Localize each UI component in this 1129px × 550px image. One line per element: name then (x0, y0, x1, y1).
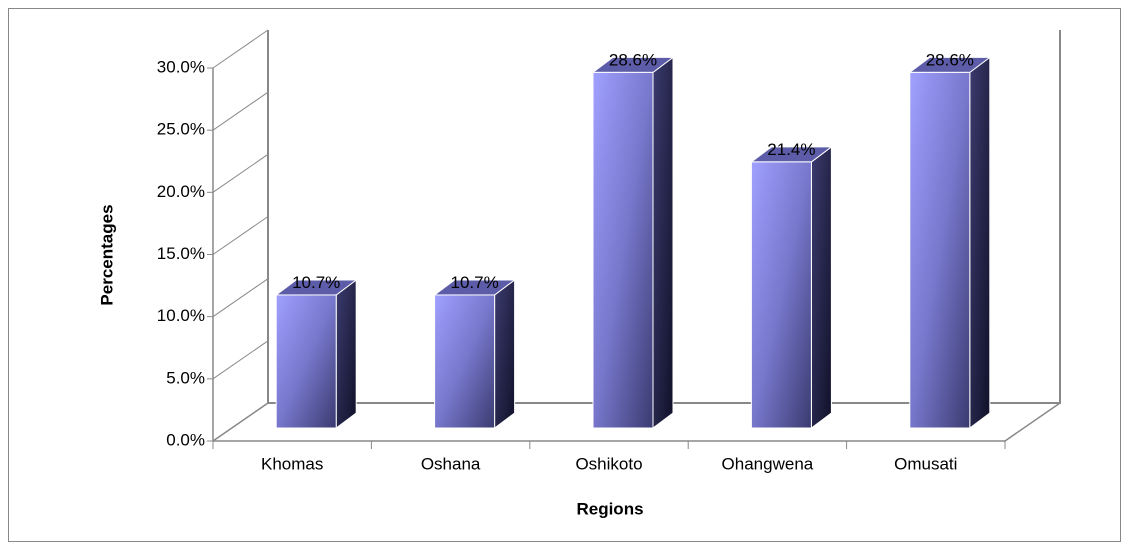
y-tick-label: 15.0% (157, 244, 205, 263)
bar-side (969, 56, 991, 429)
bar-side (810, 145, 832, 429)
bar (434, 294, 496, 429)
bar-side (652, 56, 674, 429)
bar (275, 294, 337, 429)
data-label: 28.6% (926, 50, 974, 69)
bar (592, 71, 654, 429)
y-tick-label: 25.0% (157, 120, 205, 139)
side-gridline (212, 216, 269, 255)
bar-side (335, 278, 357, 429)
x-tick-label: Ohangwena (722, 454, 814, 473)
side-gridline (212, 402, 269, 442)
data-label: 28.6% (609, 50, 657, 69)
y-axis-title: Percentages (97, 204, 116, 305)
x-tick-label: Oshana (421, 454, 481, 473)
side-gridline (212, 340, 269, 380)
x-axis-title: Regions (576, 499, 643, 518)
y-tick-label: 0.0% (166, 430, 205, 449)
y-tick-label: 5.0% (166, 368, 205, 387)
side-gridline (212, 278, 269, 318)
y-tick-label: 30.0% (157, 57, 205, 76)
bar (750, 161, 812, 429)
data-label: 10.7% (292, 273, 340, 292)
data-label: 10.7% (450, 273, 498, 292)
side-gridline (212, 153, 269, 193)
y-tick-label: 20.0% (157, 182, 205, 201)
bar (909, 71, 971, 429)
side-gridline (212, 29, 269, 69)
y-tick-label: 10.0% (157, 306, 205, 325)
x-tick-label: Omusati (894, 454, 957, 473)
bar-side (494, 278, 516, 429)
data-label: 21.4% (767, 140, 815, 159)
x-tick-label: Khomas (261, 454, 323, 473)
side-gridline (212, 91, 269, 131)
x-tick-label: Oshikoto (575, 454, 642, 473)
